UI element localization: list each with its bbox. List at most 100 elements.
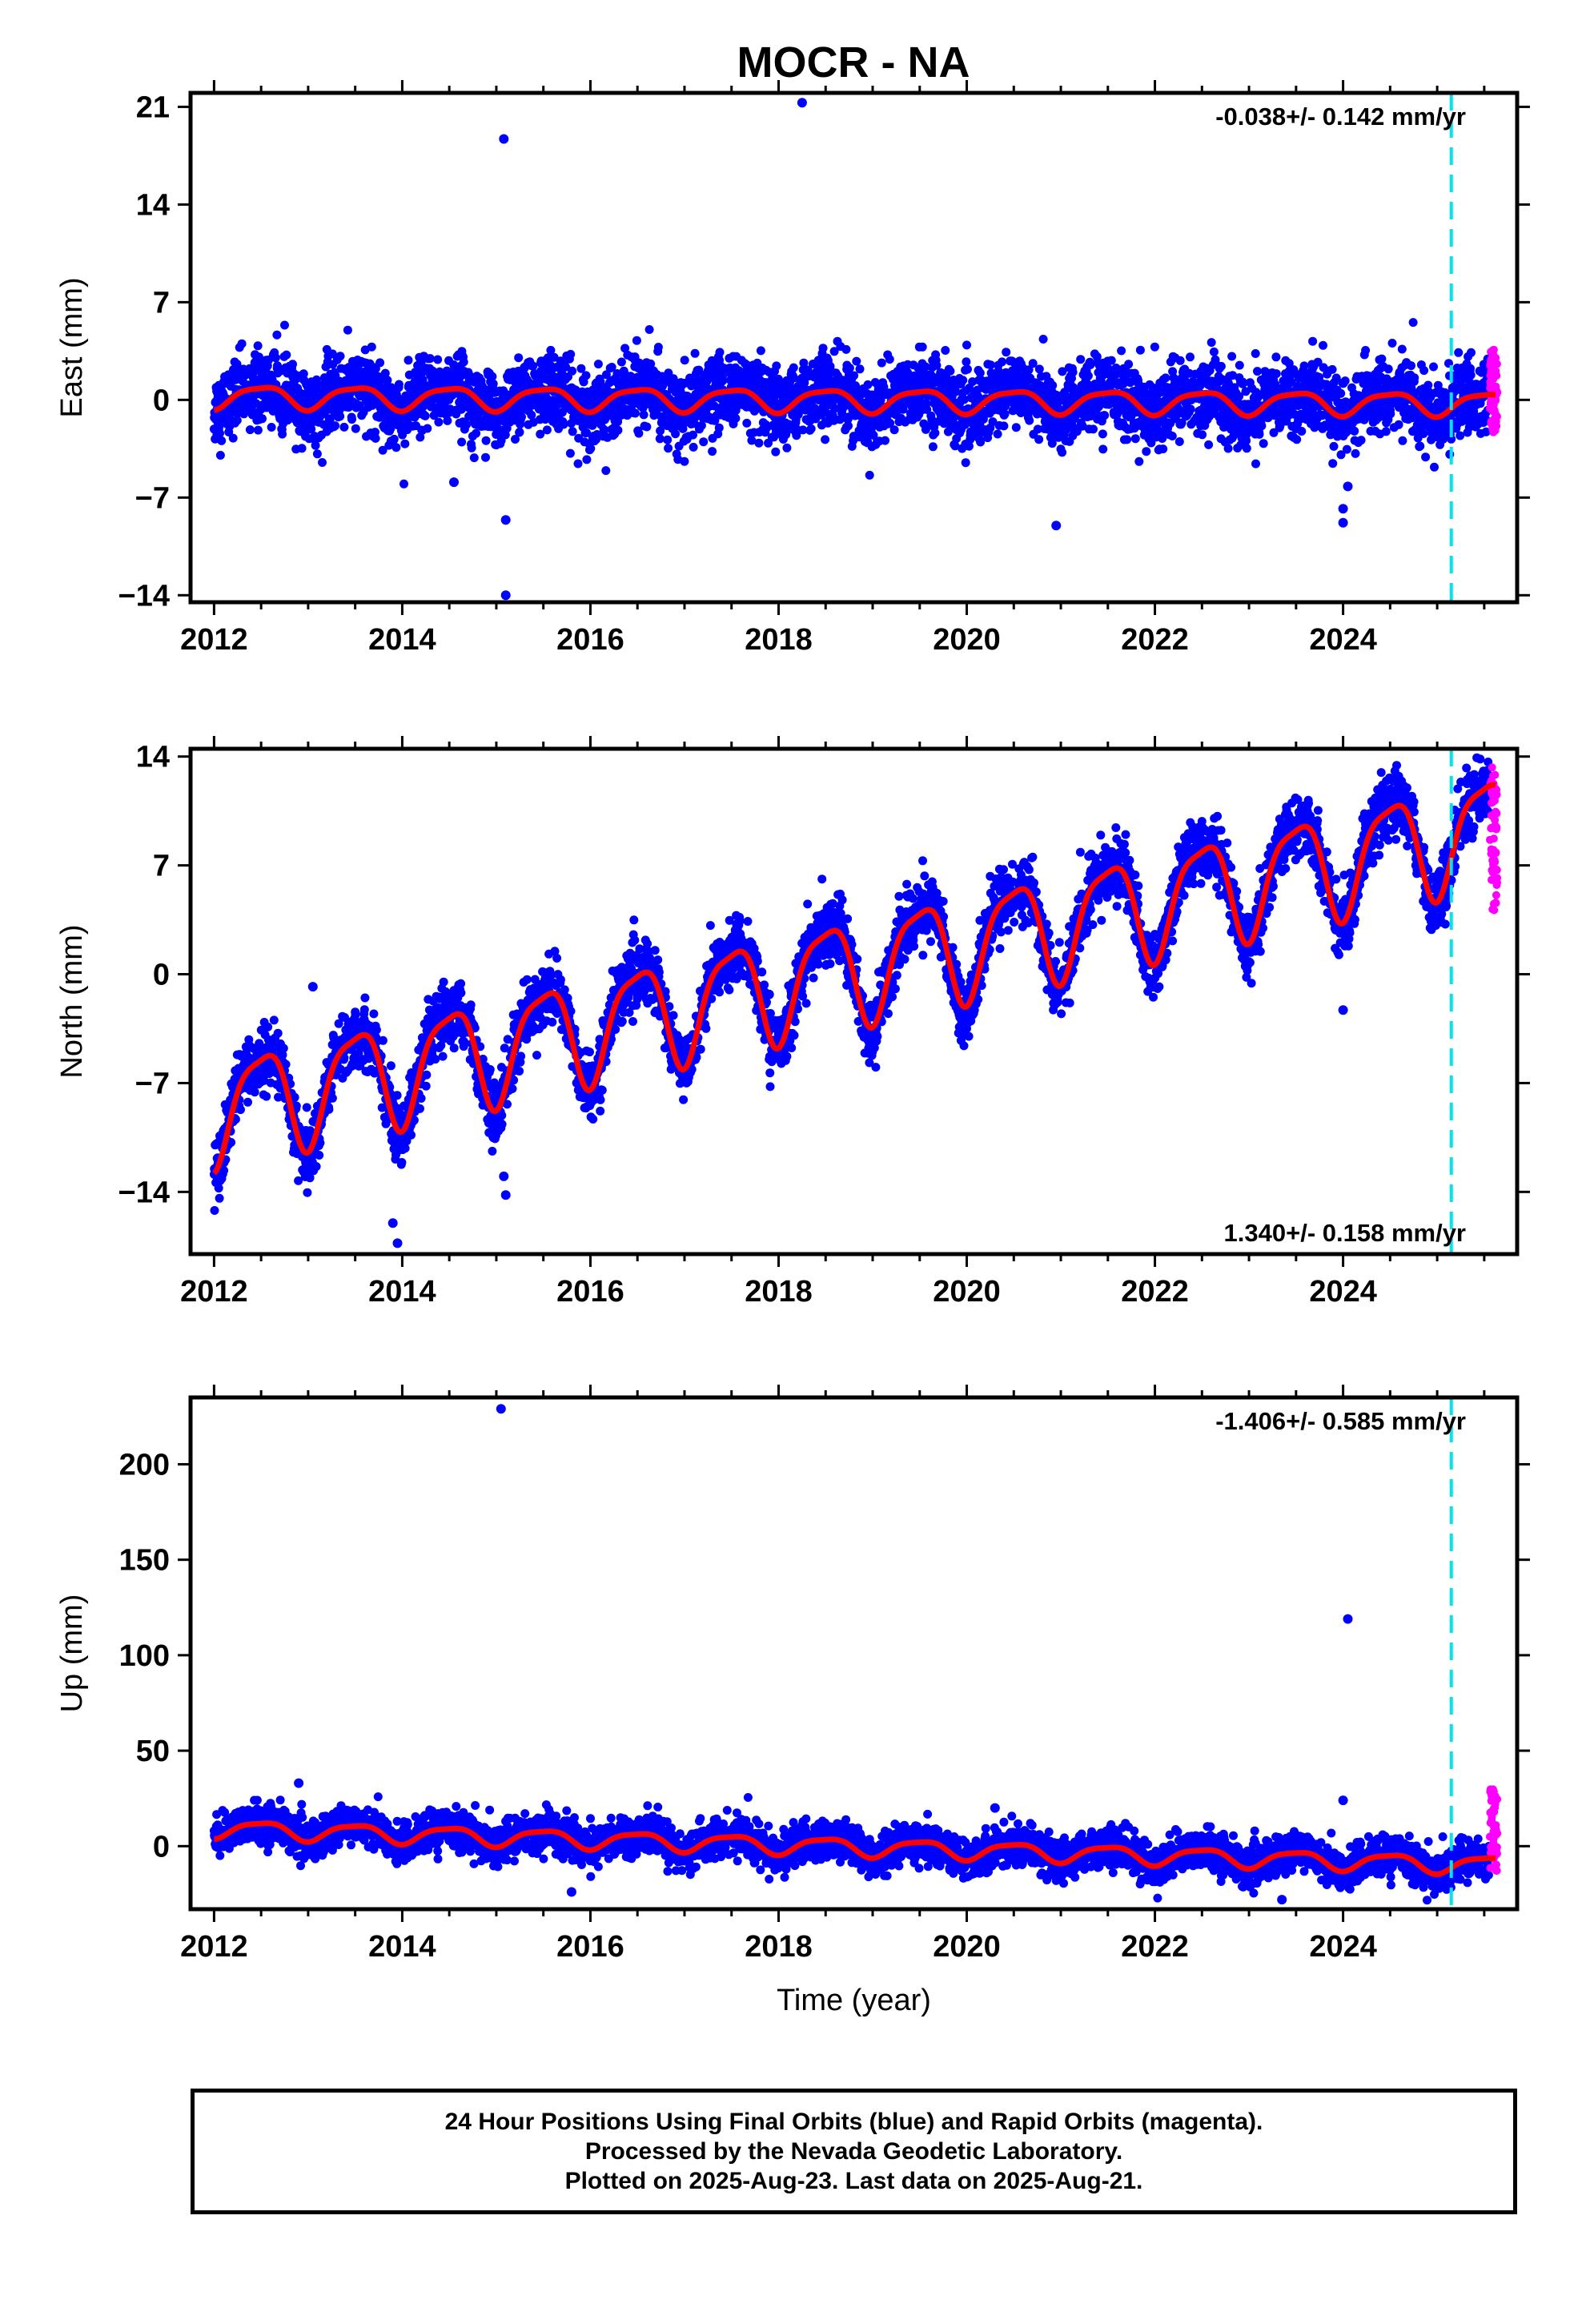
final-point: [214, 1184, 223, 1193]
final-point: [1098, 429, 1107, 439]
final-point: [1011, 423, 1021, 432]
final-point: [1130, 434, 1140, 444]
final-point: [1117, 346, 1126, 356]
final-point: [1242, 444, 1251, 453]
final-point: [1342, 444, 1351, 454]
final-point: [351, 424, 360, 433]
rapid-point: [1488, 407, 1497, 416]
final-point: [930, 428, 940, 438]
final-point: [568, 366, 577, 376]
final-point: [1100, 411, 1110, 420]
final-point: [771, 447, 781, 456]
final-point: [998, 357, 1007, 367]
outlier-point: [797, 98, 807, 108]
final-point: [1429, 362, 1438, 372]
final-point: [1135, 345, 1145, 355]
final-point: [312, 449, 322, 459]
final-point: [885, 355, 894, 364]
panel-0: 2012 2014 2016 2018 2020 2022 2024−14−7071421E…: [55, 80, 1530, 657]
final-point: [1408, 318, 1418, 328]
outlier-point: [499, 134, 509, 144]
final-point: [663, 435, 673, 444]
final-point: [1186, 404, 1195, 414]
final-point: [514, 353, 524, 363]
final-point: [311, 375, 321, 384]
final-point: [962, 340, 971, 350]
y-tick-label: 21: [136, 90, 170, 124]
x-tick-label: 2022: [1121, 623, 1189, 657]
final-point: [528, 361, 538, 371]
final-point: [488, 372, 497, 381]
final-point: [573, 459, 583, 468]
final-point: [1328, 459, 1338, 468]
final-point: [1356, 436, 1366, 445]
final-point: [821, 435, 830, 444]
final-point: [1198, 430, 1207, 440]
final-point: [1381, 427, 1391, 436]
final-point: [653, 343, 663, 352]
final-point: [889, 425, 899, 435]
final-point: [1223, 444, 1233, 453]
final-point: [1271, 352, 1281, 362]
final-point: [1398, 436, 1407, 445]
final-point: [386, 424, 396, 433]
final-point: [1034, 364, 1044, 374]
final-point: [1255, 429, 1264, 439]
final-point: [1466, 370, 1476, 380]
final-point: [1227, 352, 1237, 361]
final-point: [311, 440, 320, 450]
rapid-point: [1490, 414, 1499, 423]
final-point: [318, 458, 327, 467]
y-tick-label: 0: [153, 384, 170, 417]
final-point: [715, 348, 725, 357]
outlier-point: [449, 477, 459, 488]
final-point: [928, 442, 938, 452]
final-point: [1383, 364, 1393, 374]
final-point: [215, 428, 224, 438]
final-point: [378, 445, 387, 455]
final-point: [1242, 436, 1251, 445]
rapid-point: [1486, 399, 1495, 408]
final-point: [1186, 352, 1195, 362]
final-point: [472, 428, 481, 438]
final-point: [481, 452, 490, 462]
final-point: [1068, 368, 1078, 377]
final-point: [599, 424, 608, 434]
final-point: [1387, 339, 1397, 348]
final-point: [639, 410, 648, 420]
final-point: [568, 427, 577, 436]
y-tick-label: 14: [136, 188, 170, 222]
final-point: [1467, 348, 1476, 357]
final-point: [689, 442, 698, 452]
final-point: [394, 380, 404, 389]
final-point: [462, 420, 472, 429]
final-point: [1421, 452, 1431, 462]
final-point: [714, 423, 724, 432]
final-point: [416, 432, 425, 442]
plot-frame: [188, 90, 1520, 605]
final-point: [215, 422, 224, 432]
final-point: [434, 417, 444, 427]
final-point: [852, 356, 861, 366]
rapid-point: [1486, 380, 1495, 388]
final-point: [425, 354, 435, 364]
final-point: [1299, 361, 1309, 371]
panel-1: 2012 2014 2016 2018 2020 2022 2024−14−70714Nor…: [55, 736, 1530, 1309]
final-point: [429, 411, 439, 420]
y-tick-label: −7: [135, 481, 170, 515]
final-point: [237, 339, 247, 348]
final-point: [297, 444, 307, 453]
final-point: [680, 356, 689, 365]
final-point: [806, 424, 816, 433]
rapid-orbit-points: [1486, 345, 1502, 436]
final-point: [420, 411, 430, 420]
x-tick-label: 2020: [933, 623, 1001, 657]
final-point: [457, 437, 467, 447]
outlier-point: [1338, 378, 1348, 388]
final-point: [1329, 441, 1339, 451]
final-point: [367, 342, 376, 352]
final-point: [1419, 366, 1429, 376]
final-point: [515, 428, 524, 437]
final-point: [1407, 361, 1415, 371]
final-point: [371, 433, 380, 443]
